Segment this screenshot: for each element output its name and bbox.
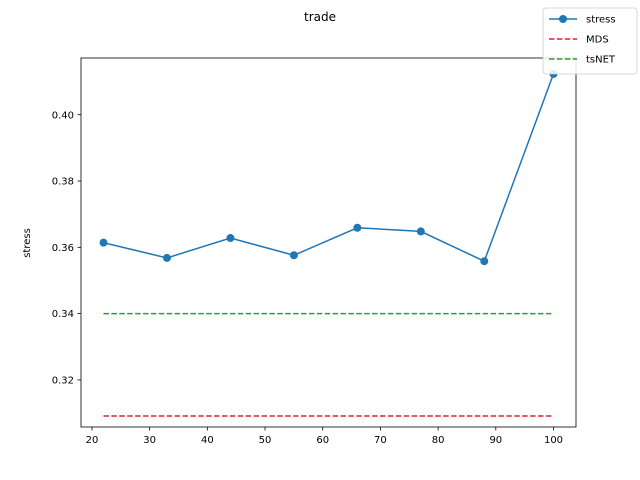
legend-label-stress: stress bbox=[586, 15, 616, 26]
y-tick-label-0.38: 0.38 bbox=[52, 177, 74, 188]
legend-label-mds: MDS bbox=[586, 35, 609, 46]
x-axis: 20 30 40 50 60 70 80 90 100 bbox=[86, 427, 563, 446]
y-tick-label-0.32: 0.32 bbox=[52, 376, 74, 387]
x-tick-label-70: 70 bbox=[374, 435, 387, 446]
legend-marker-stress bbox=[559, 15, 567, 23]
x-tick-label-60: 60 bbox=[316, 435, 329, 446]
series-line-stress bbox=[103, 73, 555, 263]
y-tick-label-0.4: 0.40 bbox=[52, 110, 74, 121]
data-point-stress-0 bbox=[99, 238, 108, 247]
x-tick-label-90: 90 bbox=[489, 435, 502, 446]
legend-box bbox=[542, 7, 638, 75]
y-axis: 0.32 0.34 0.36 0.38 0.40 bbox=[52, 110, 81, 387]
data-point-stress-1 bbox=[162, 253, 171, 262]
data-point-stress-3 bbox=[289, 251, 298, 260]
data-point-stress-5 bbox=[416, 227, 425, 236]
y-tick-label-0.34: 0.34 bbox=[52, 309, 74, 320]
x-tick-label-40: 40 bbox=[201, 435, 214, 446]
y-axis-label: stress bbox=[22, 228, 33, 258]
x-tick-label-50: 50 bbox=[259, 435, 272, 446]
legend-label-tsnet: tsNET bbox=[586, 55, 616, 66]
data-point-stress-6 bbox=[480, 257, 489, 266]
y-tick-label-0.36: 0.36 bbox=[52, 243, 74, 254]
data-point-stress-2 bbox=[226, 234, 235, 243]
plot-area bbox=[80, 57, 577, 428]
data-point-stress-4 bbox=[353, 223, 362, 232]
x-tick-label-30: 30 bbox=[143, 435, 156, 446]
x-tick-label-20: 20 bbox=[86, 435, 99, 446]
chart-title: trade bbox=[304, 10, 336, 24]
x-tick-label-80: 80 bbox=[432, 435, 445, 446]
x-tick-label-100: 100 bbox=[544, 435, 563, 446]
legend: stress MDS tsNET bbox=[542, 7, 638, 75]
plot-frame bbox=[80, 57, 577, 428]
